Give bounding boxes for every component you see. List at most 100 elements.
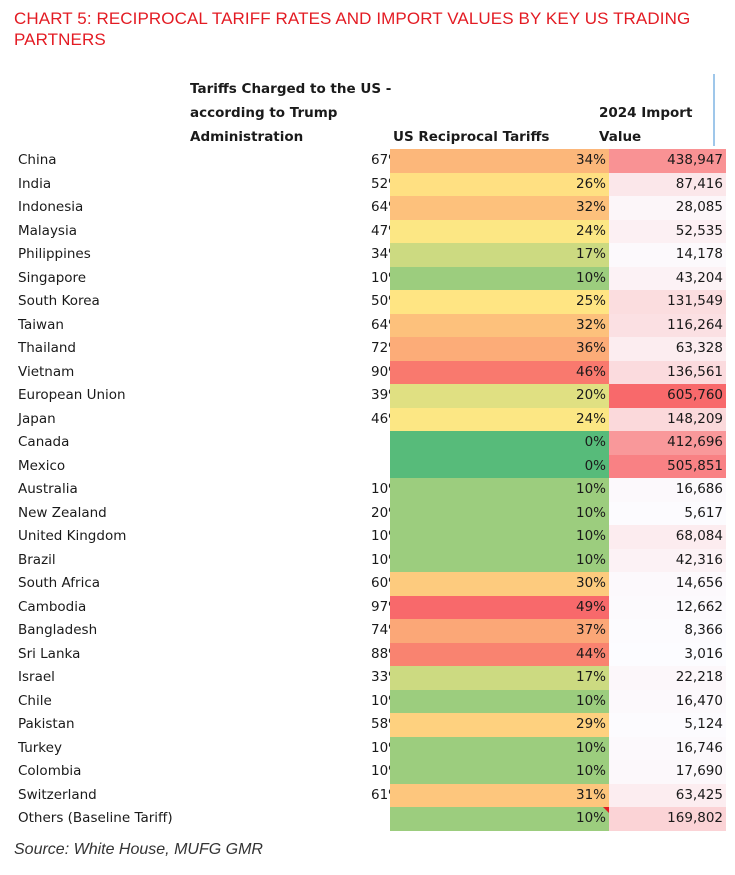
tariff-charged-value: 10% [370, 692, 401, 709]
import-value-cell: 22,218 [609, 666, 726, 690]
tariff-charged-value: 47% [370, 222, 401, 239]
header-tariffs-charged: Tariffs Charged to the US - according to… [190, 77, 400, 149]
import-value: 136,561 [667, 363, 723, 380]
import-value: 22,218 [675, 669, 723, 685]
country-label: Others (Baseline Tariff) [18, 810, 173, 826]
country-label: South Korea [18, 293, 100, 309]
header-import-line2: Value [599, 129, 642, 145]
reciprocal-tariff-cell: 32% [390, 313, 609, 337]
tariff-charged-value: 20% [370, 504, 401, 521]
table-row: Sri Lanka 88% 44% 3,016 [14, 642, 726, 666]
reciprocal-tariff-value: 24% [575, 410, 606, 427]
import-value-cell: 16,686 [609, 478, 726, 502]
country-label: Canada [18, 434, 70, 450]
table-row: Mexico - 0% 505,851 [14, 454, 726, 478]
reciprocal-tariff-value: 29% [575, 716, 606, 732]
reciprocal-tariff-cell: 32% [390, 196, 609, 220]
comment-indicator-icon [603, 807, 609, 813]
import-value: 63,425 [675, 786, 723, 803]
reciprocal-tariff-cell: 20% [390, 384, 609, 408]
import-value-cell: 3,016 [609, 642, 726, 666]
table-row: Colombia 10% 10% 17,690 [14, 760, 726, 784]
reciprocal-tariff-value: 46% [575, 363, 606, 380]
reciprocal-tariff-value: 10% [575, 504, 606, 521]
tariff-charged-value: 61% [370, 786, 401, 803]
reciprocal-tariff-cell: 31% [390, 783, 609, 807]
import-value-cell: 52,535 [609, 219, 726, 243]
tariff-charged-value: 10% [370, 739, 401, 756]
country-label: Singapore [18, 269, 87, 286]
reciprocal-tariff-cell: 24% [390, 407, 609, 431]
tariff-charged-value: 67% [370, 152, 401, 168]
table-row: Chile 10% 10% 16,470 [14, 689, 726, 713]
tariff-table: China 67% 34% 438,947 India 52% 26% 87,416 Indon… [14, 149, 726, 831]
reciprocal-tariff-value: 44% [575, 645, 606, 662]
tariff-charged-value: 10% [370, 269, 401, 286]
import-value-cell: 14,656 [609, 572, 726, 596]
import-value-cell: 63,328 [609, 337, 726, 361]
table-row: Taiwan 64% 32% 116,264 [14, 313, 726, 337]
reciprocal-tariff-cell: 44% [390, 642, 609, 666]
reciprocal-tariff-value: 30% [575, 575, 606, 591]
import-value: 12,662 [675, 598, 723, 615]
table-row: South Korea 50% 25% 131,549 [14, 290, 726, 314]
tariff-charged-value: 10% [370, 528, 401, 544]
table-row: Bangladesh 74% 37% 8,366 [14, 619, 726, 643]
table-row: United Kingdom 10% 10% 68,084 [14, 525, 726, 549]
import-value: 5,617 [684, 504, 723, 521]
import-value: 63,328 [675, 340, 723, 356]
tariff-charged-value: 64% [370, 316, 401, 333]
reciprocal-tariff-value: 17% [575, 669, 606, 685]
import-value: 605,760 [667, 387, 723, 403]
reciprocal-tariff-cell: 10% [390, 525, 609, 549]
table-row: Vietnam 90% 46% 136,561 [14, 360, 726, 384]
reciprocal-tariff-value: 10% [575, 739, 606, 756]
country-label: Philippines [18, 246, 91, 262]
country-label: India [18, 175, 52, 192]
reciprocal-tariff-cell: 36% [390, 337, 609, 361]
header-import-value: 2024 Import Value [599, 101, 714, 149]
country-label: Taiwan [18, 316, 64, 333]
header-tariffs-line3: Administration [190, 129, 304, 145]
tariff-charged-value: 39% [370, 387, 401, 403]
import-value: 87,416 [675, 175, 723, 192]
reciprocal-tariff-value: 10% [575, 551, 606, 568]
country-label: Australia [18, 481, 78, 497]
source-note: Source: White House, MUFG GMR [14, 841, 263, 858]
reciprocal-tariff-cell: 34% [390, 149, 609, 173]
reciprocal-tariff-value: 10% [575, 810, 606, 826]
reciprocal-tariff-value: 10% [575, 269, 606, 286]
reciprocal-tariff-cell: 30% [390, 572, 609, 596]
import-value-cell: 148,209 [609, 407, 726, 431]
country-label: South Africa [18, 575, 101, 591]
reciprocal-tariff-cell: 0% [390, 454, 609, 478]
import-value: 131,549 [667, 293, 723, 309]
import-value: 412,696 [667, 434, 723, 450]
table-row: Israel 33% 17% 22,218 [14, 666, 726, 690]
table-row: Pakistan 58% 29% 5,124 [14, 713, 726, 737]
import-value: 43,204 [675, 269, 723, 286]
import-value: 148,209 [667, 410, 723, 427]
reciprocal-tariff-value: 34% [575, 152, 606, 168]
import-value-cell: 16,470 [609, 689, 726, 713]
header-tariffs-line2: according to Trump [190, 105, 338, 121]
import-value: 169,802 [667, 810, 723, 826]
tariff-charged-value [254, 807, 401, 831]
tariff-charged-value: 34% [370, 246, 401, 262]
import-value: 5,124 [684, 716, 723, 732]
reciprocal-tariff-cell: 26% [390, 172, 609, 196]
reciprocal-tariff-value: 17% [575, 246, 606, 262]
tariff-charged-value: 58% [370, 716, 401, 732]
table-row: European Union 39% 20% 605,760 [14, 384, 726, 408]
reciprocal-tariff-cell: 10% [390, 478, 609, 502]
country-label: Thailand [18, 340, 76, 356]
country-label: Turkey [18, 739, 62, 756]
tariff-charged-value: 88% [370, 645, 401, 662]
reciprocal-tariff-cell: 37% [390, 619, 609, 643]
import-value: 16,686 [675, 481, 723, 497]
country-label: Brazil [18, 551, 56, 568]
import-value-cell: 63,425 [609, 783, 726, 807]
table-row: Singapore 10% 10% 43,204 [14, 266, 726, 290]
table-row: Malaysia 47% 24% 52,535 [14, 219, 726, 243]
table-row: Canada - 0% 412,696 [14, 431, 726, 455]
